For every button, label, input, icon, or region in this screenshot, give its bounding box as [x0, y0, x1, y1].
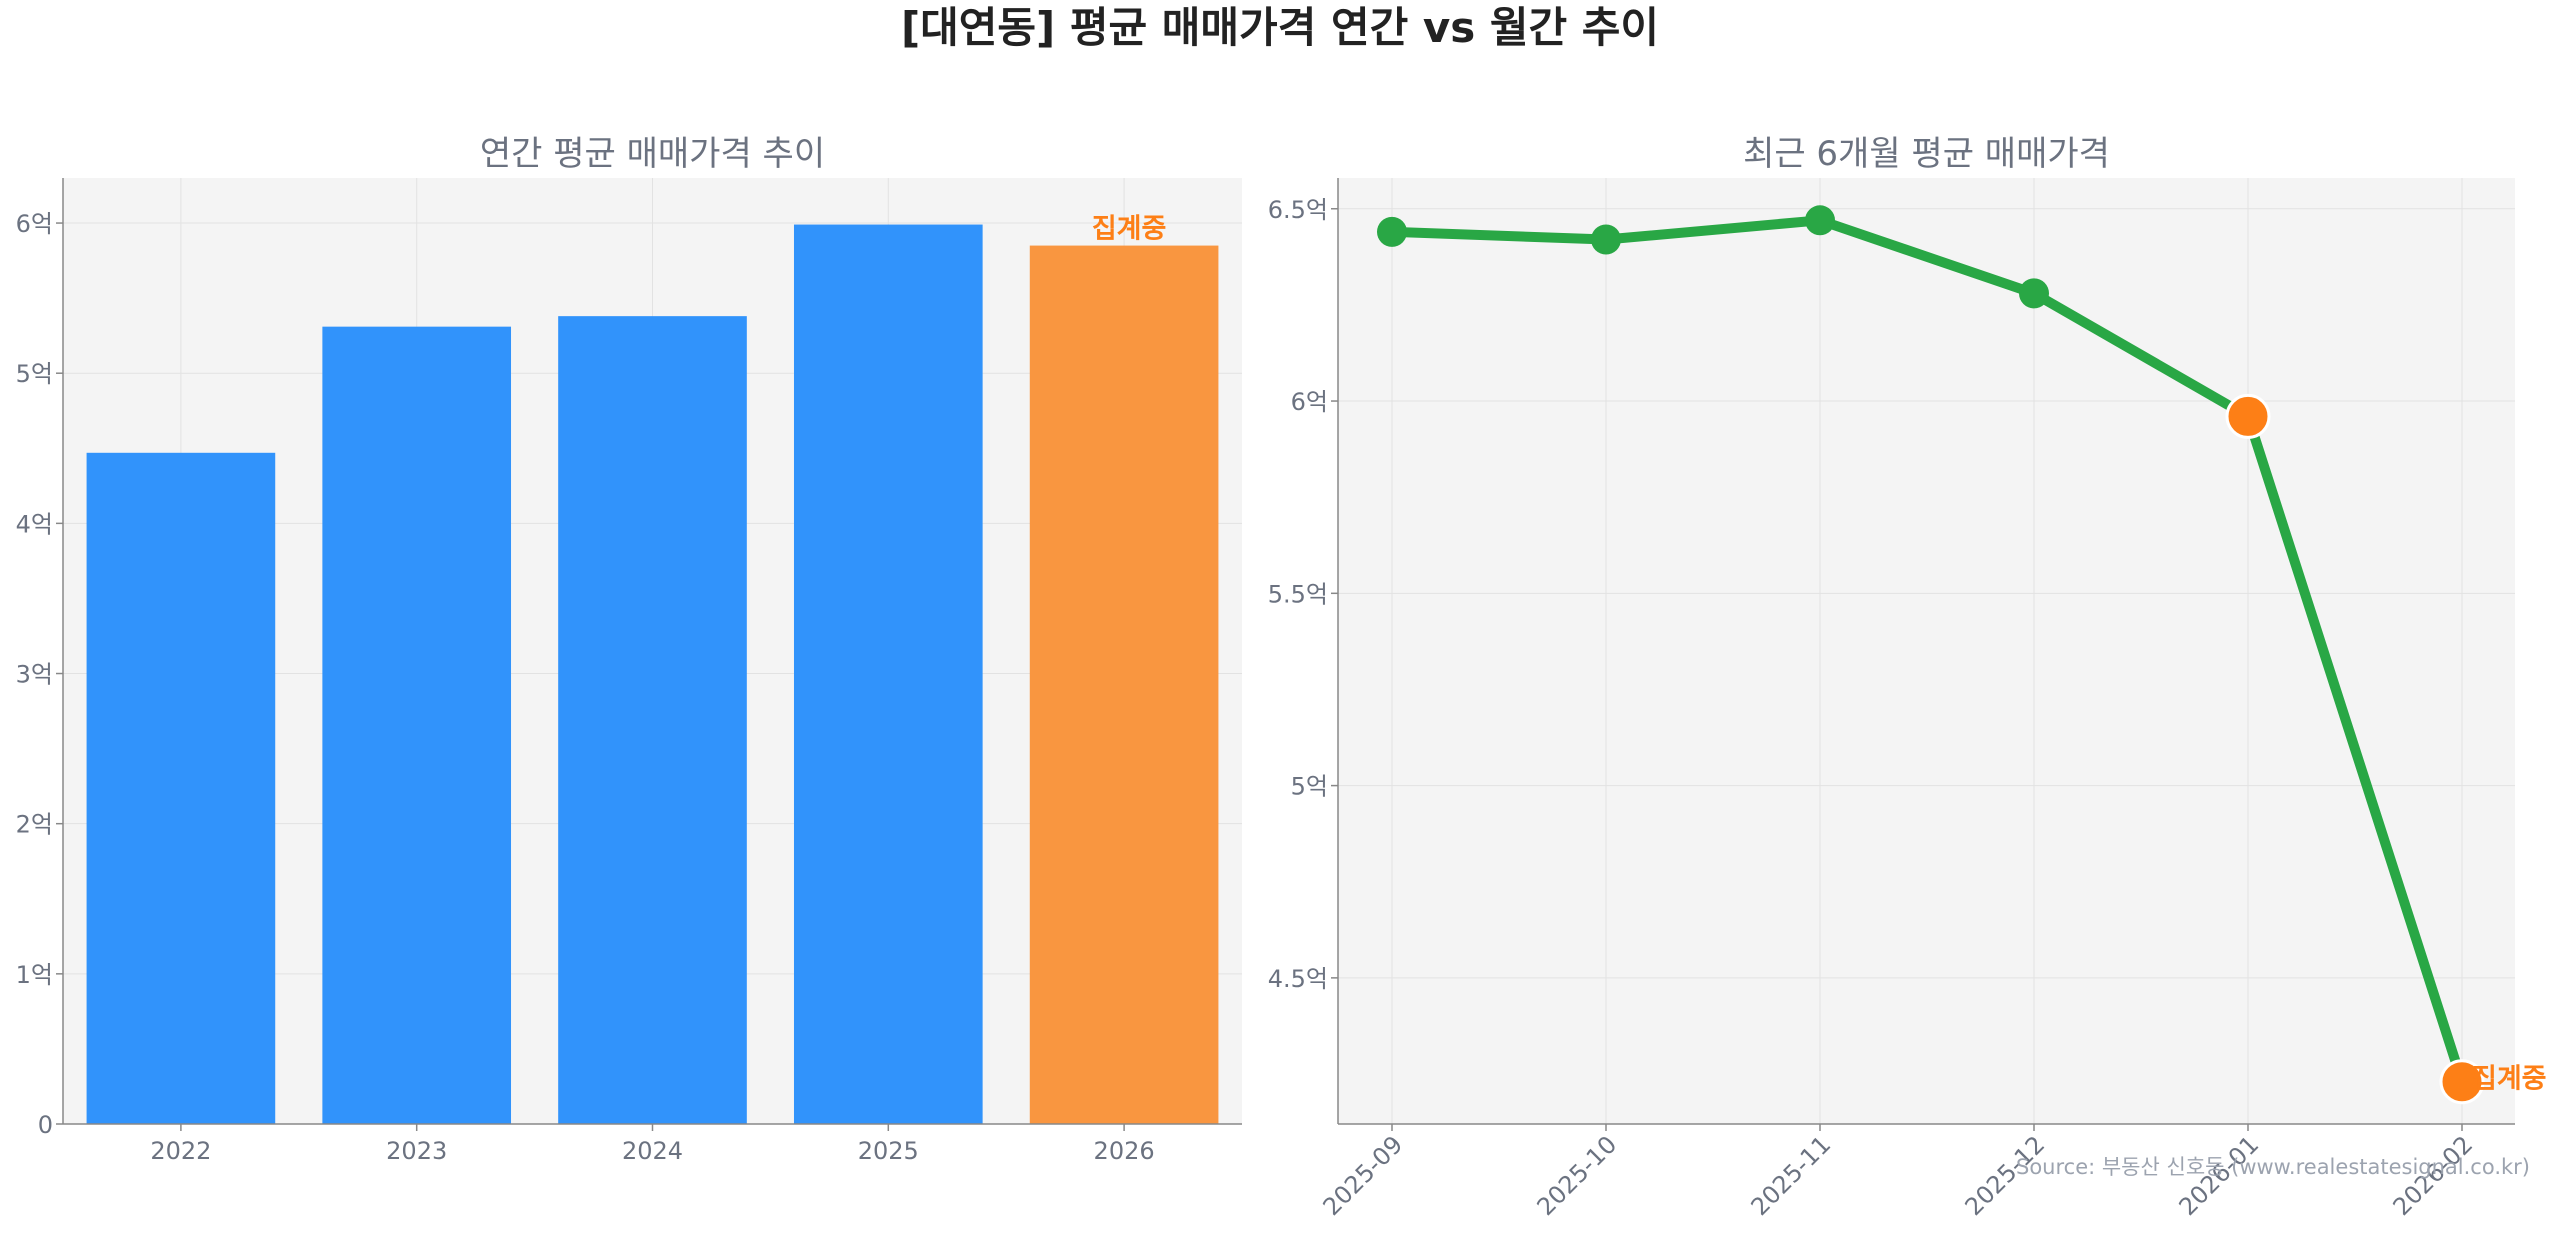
- bar-2024: [558, 316, 747, 1125]
- line-plot-area: [1338, 178, 2515, 1124]
- chart-main-title: [대연동] 평균 매매가격 연간 vs 월간 추이: [901, 3, 1659, 52]
- line-ytick-label: 5.5억: [1268, 580, 1328, 608]
- bar-chart-panel: 연간 평균 매매가격 추이 0 1억 2억 3억 4억 5억 6억 2022 2023 2024 20…: [16, 134, 1242, 1165]
- line-point-2025-11: [1805, 205, 1835, 236]
- bar-2023: [322, 326, 512, 1125]
- line-ytick-label: 6.5억: [1268, 196, 1328, 224]
- bar-2026: [1029, 245, 1219, 1125]
- line-xtick-label: 2025-09: [1318, 1130, 1409, 1221]
- line-point-2025-10: [1591, 224, 1621, 255]
- bar-ytick-label: 5억: [16, 360, 53, 388]
- bar-ytick-label: 2억: [16, 811, 53, 839]
- bar-ytick-label: 3억: [16, 661, 53, 689]
- line-ytick-label: 6억: [1291, 388, 1328, 416]
- line-point-2025-09: [1377, 216, 1407, 247]
- bar-2022: [86, 452, 276, 1124]
- bar-ytick-label: 4억: [16, 510, 53, 538]
- line-series: [1387, 215, 2467, 1087]
- bar-xtick-label: 2023: [386, 1137, 447, 1165]
- bar-chart-title: 연간 평균 매매가격 추이: [480, 134, 825, 174]
- line-annotation-label: 집계중: [2472, 1064, 2547, 1095]
- bar-ytick-label: 6억: [16, 210, 53, 238]
- bar-xtick-label: 2025: [858, 1137, 919, 1165]
- line-point-2025-12: [2019, 278, 2049, 309]
- line-point-2026-02: [2439, 1059, 2485, 1105]
- line-ytick-label: 4.5억: [1268, 965, 1328, 993]
- line-xtick-label: 2025-11: [1746, 1130, 1837, 1221]
- line-ytick-label: 5억: [1291, 773, 1328, 801]
- bar-ytick-label: 1억: [16, 961, 53, 989]
- bar-xtick-label: 2022: [150, 1137, 211, 1165]
- line-chart-title: 최근 6개월 평균 매매가격: [1743, 134, 2110, 174]
- bar-annotation-label: 집계중: [1092, 214, 1167, 245]
- line-xtick-label: 2025-10: [1532, 1130, 1623, 1221]
- bar-ytick-label: 0: [38, 1111, 53, 1139]
- bar-2025: [793, 224, 983, 1125]
- bar-xtick-label: 2024: [622, 1137, 683, 1165]
- line-point-2026-01: [2225, 393, 2271, 439]
- source-note: Source: 부동산 신호등 (www.realestatesignal.co…: [2016, 1155, 2530, 1179]
- bar-xtick-label: 2026: [1094, 1137, 1155, 1165]
